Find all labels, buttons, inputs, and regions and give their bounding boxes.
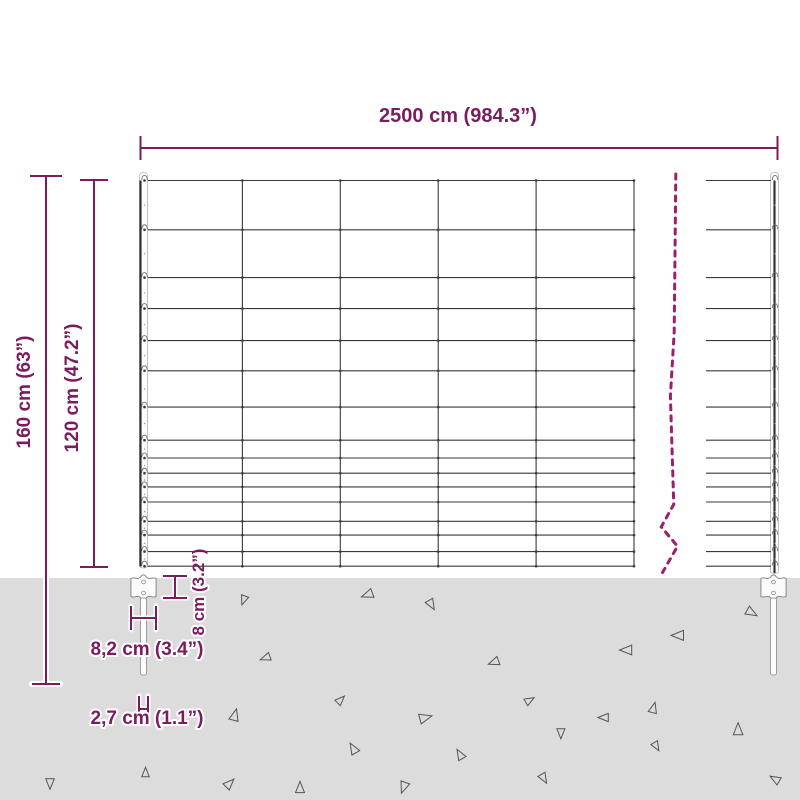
svg-text:2,7 cm (1.1”): 2,7 cm (1.1”) <box>91 708 204 729</box>
svg-text:120 cm (47.2”): 120 cm (47.2”) <box>62 324 83 453</box>
svg-text:2500 cm (984.3”): 2500 cm (984.3”) <box>379 105 537 127</box>
svg-text:8 cm (3.2”): 8 cm (3.2”) <box>189 549 208 636</box>
svg-text:160 cm (63”): 160 cm (63”) <box>14 335 35 448</box>
svg-text:8,2 cm (3.4”): 8,2 cm (3.4”) <box>91 639 204 660</box>
